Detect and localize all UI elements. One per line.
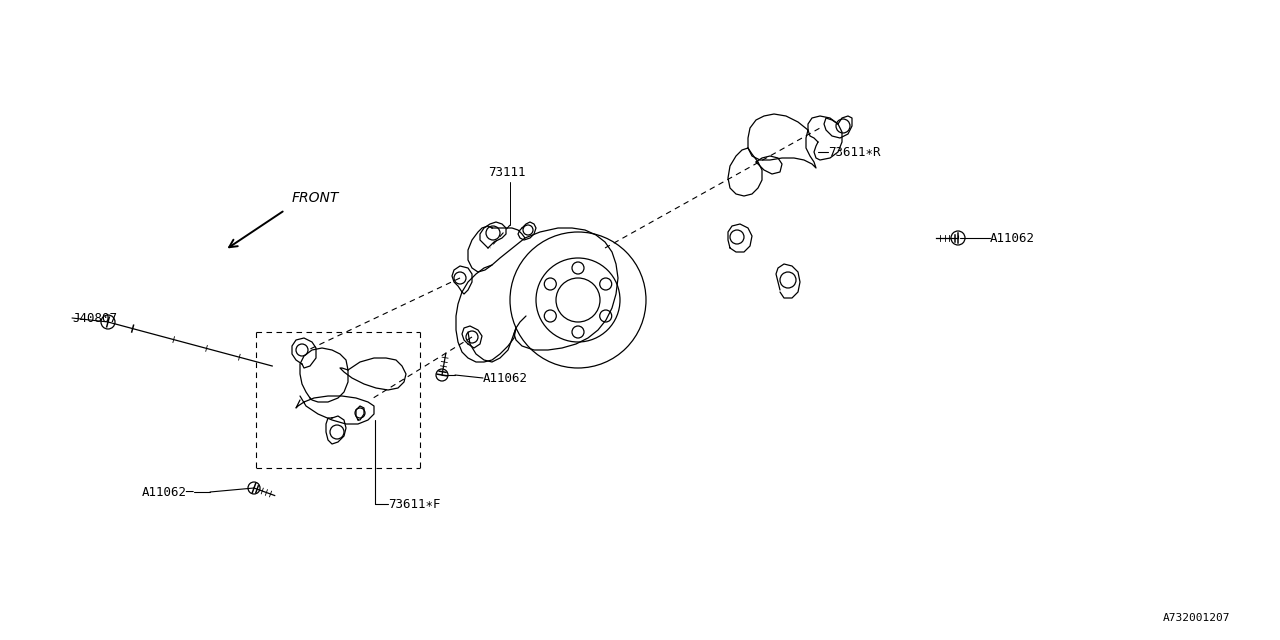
Text: A11062: A11062	[483, 371, 529, 385]
Text: 73611∗R: 73611∗R	[828, 145, 881, 159]
Text: J40807: J40807	[72, 312, 116, 324]
Text: 73111: 73111	[488, 166, 526, 179]
Text: A732001207: A732001207	[1162, 613, 1230, 623]
Text: A11062─: A11062─	[142, 486, 195, 499]
Text: FRONT: FRONT	[292, 191, 339, 205]
Text: 73611∗F: 73611∗F	[388, 497, 440, 511]
Text: A11062: A11062	[989, 232, 1036, 244]
